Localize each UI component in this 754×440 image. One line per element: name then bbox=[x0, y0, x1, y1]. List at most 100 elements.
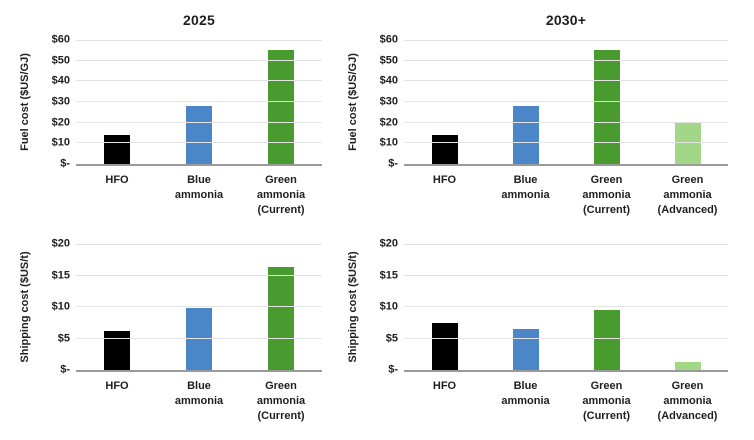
bar-hfo bbox=[431, 135, 458, 164]
gridline bbox=[404, 101, 728, 102]
x-tick-label: Blue ammonia bbox=[501, 174, 550, 201]
y-tick-label: $20 bbox=[51, 237, 70, 250]
y-tick-label: $- bbox=[388, 157, 398, 170]
chart-title bbox=[404, 220, 728, 244]
y-tick-label: $- bbox=[60, 157, 70, 170]
bar-slot bbox=[76, 40, 158, 164]
bar-slot bbox=[566, 244, 647, 370]
plot-column: HFO Blue ammonia Green ammonia (Current) Gr… bbox=[404, 244, 728, 424]
gridline bbox=[76, 80, 322, 82]
bar-blue-ammonia bbox=[186, 106, 212, 164]
bar-slot bbox=[158, 40, 240, 164]
gridline bbox=[404, 244, 728, 245]
bar-green-ammonia-current bbox=[593, 50, 620, 164]
y-tick-label: $30 bbox=[379, 95, 398, 108]
plot-area bbox=[404, 244, 728, 372]
gridline bbox=[404, 274, 728, 276]
x-tick-label: HFO bbox=[105, 380, 129, 392]
bar-slot bbox=[647, 244, 728, 370]
y-tick-label: $20 bbox=[51, 116, 70, 129]
x-axis-labels: HFO Blue ammonia Green ammonia (Current) Gr… bbox=[404, 166, 728, 218]
y-tick-label: $40 bbox=[51, 74, 70, 87]
x-tick-label: Green ammonia (Advanced) bbox=[657, 380, 718, 422]
gridline bbox=[404, 80, 728, 82]
chart-body: Fuel cost ($US/GJ) $- $10 $20 $30 $40 $50 $60 HF… bbox=[342, 34, 728, 218]
bar-slot bbox=[404, 244, 485, 370]
bar-slot bbox=[404, 40, 485, 164]
bar-hfo bbox=[431, 322, 458, 370]
chart-shipping-cost-2030: Shipping cost ($US/t) $- $5 $10 $15 $20 HFO Blu… bbox=[340, 220, 754, 440]
y-tick-label: $50 bbox=[379, 54, 398, 67]
bar-slot bbox=[485, 40, 566, 164]
chart-shipping-cost-2025: Shipping cost ($US/t) $- $5 $10 $15 $20 HFO Blu… bbox=[0, 220, 340, 440]
bar-blue-ammonia bbox=[512, 106, 539, 164]
chart-fuel-cost-2025: 2025 Fuel cost ($US/GJ) $- $10 $20 $30 $40 $50 $… bbox=[0, 0, 340, 220]
y-tick-label: $- bbox=[60, 363, 70, 376]
y-tick-label: $20 bbox=[379, 116, 398, 129]
x-tick-label: Green ammonia (Current) bbox=[256, 174, 306, 216]
y-tick-label: $15 bbox=[51, 269, 70, 281]
y-axis-label: Shipping cost ($US/t) bbox=[347, 251, 359, 363]
chart-fuel-cost-2030: 2030+ Fuel cost ($US/GJ) $- $10 $20 $30 $40 $50… bbox=[340, 0, 754, 220]
y-tick-label: $30 bbox=[51, 95, 70, 108]
x-tick-label: Blue ammonia bbox=[174, 174, 224, 201]
y-axis-label: Shipping cost ($US/t) bbox=[19, 251, 31, 363]
x-tick-label: Green ammonia (Current) bbox=[256, 380, 306, 422]
bar-slot bbox=[485, 244, 566, 370]
gridline bbox=[76, 40, 322, 41]
bar-blue-ammonia bbox=[512, 329, 539, 370]
gridline bbox=[76, 274, 322, 276]
y-tick-label: $10 bbox=[379, 136, 398, 149]
y-tick-label: $60 bbox=[51, 33, 70, 46]
gridline bbox=[404, 142, 728, 144]
x-axis-labels: HFO Blue ammonia Green ammonia (Current) bbox=[76, 166, 322, 218]
gridline bbox=[76, 121, 322, 123]
gridline bbox=[404, 121, 728, 123]
bar-slot bbox=[240, 244, 322, 370]
bar-blue-ammonia bbox=[186, 308, 212, 370]
gridline bbox=[76, 101, 322, 102]
y-axis-ticks: $- $10 $20 $30 $40 $50 $60 bbox=[364, 34, 404, 169]
chart-title: 2025 bbox=[183, 12, 215, 28]
y-tick-label: $- bbox=[388, 363, 398, 376]
y-axis-ticks: $- $5 $10 $15 $20 bbox=[36, 238, 76, 375]
y-axis-label-column: Fuel cost ($US/GJ) bbox=[342, 40, 364, 164]
plot-column: HFO Blue ammonia Green ammonia (Current) Gr… bbox=[404, 40, 728, 218]
gridline bbox=[404, 59, 728, 61]
y-tick-label: $10 bbox=[51, 136, 70, 149]
chart-body: Fuel cost ($US/GJ) $- $10 $20 $30 $40 $50 $60 HF… bbox=[14, 34, 322, 218]
gridline bbox=[76, 337, 322, 339]
bar-hfo bbox=[104, 330, 130, 370]
chart-body: Shipping cost ($US/t) $- $5 $10 $15 $20 HFO Blu… bbox=[342, 238, 728, 424]
y-tick-label: $5 bbox=[57, 332, 70, 344]
y-axis-label: Fuel cost ($US/GJ) bbox=[347, 53, 359, 151]
y-axis-label-column: Shipping cost ($US/t) bbox=[342, 244, 364, 370]
chart-body: Shipping cost ($US/t) $- $5 $10 $15 $20 HFO Blu… bbox=[14, 238, 322, 424]
gridline bbox=[404, 337, 728, 339]
x-tick-label: Blue ammonia bbox=[501, 380, 550, 407]
x-axis-labels: HFO Blue ammonia Green ammonia (Current) bbox=[76, 372, 322, 424]
x-tick-label: HFO bbox=[105, 174, 129, 186]
x-axis-labels: HFO Blue ammonia Green ammonia (Current) Gr… bbox=[404, 372, 728, 424]
bar-slot bbox=[158, 244, 240, 370]
chart-title bbox=[76, 220, 322, 244]
y-axis-label: Fuel cost ($US/GJ) bbox=[19, 53, 31, 151]
bar-slot bbox=[240, 40, 322, 164]
plot-area bbox=[404, 40, 728, 166]
bar-green-ammonia-advanced bbox=[674, 362, 701, 370]
bar-green-ammonia-current bbox=[268, 267, 294, 370]
y-tick-label: $40 bbox=[379, 74, 398, 87]
y-axis-ticks: $- $10 $20 $30 $40 $50 $60 bbox=[36, 34, 76, 169]
y-tick-label: $15 bbox=[379, 269, 398, 281]
plot-area bbox=[76, 244, 322, 372]
gridline bbox=[76, 244, 322, 245]
y-tick-label: $60 bbox=[379, 33, 398, 46]
x-tick-label: Blue ammonia bbox=[174, 380, 224, 407]
chart-title: 2030+ bbox=[545, 12, 587, 28]
gridline bbox=[76, 142, 322, 144]
plot-column: HFO Blue ammonia Green ammonia (Current) bbox=[76, 244, 322, 424]
bar-green-ammonia-current bbox=[593, 310, 620, 370]
gridline bbox=[76, 306, 322, 307]
y-tick-label: $10 bbox=[51, 300, 70, 313]
y-tick-label: $5 bbox=[385, 332, 398, 344]
